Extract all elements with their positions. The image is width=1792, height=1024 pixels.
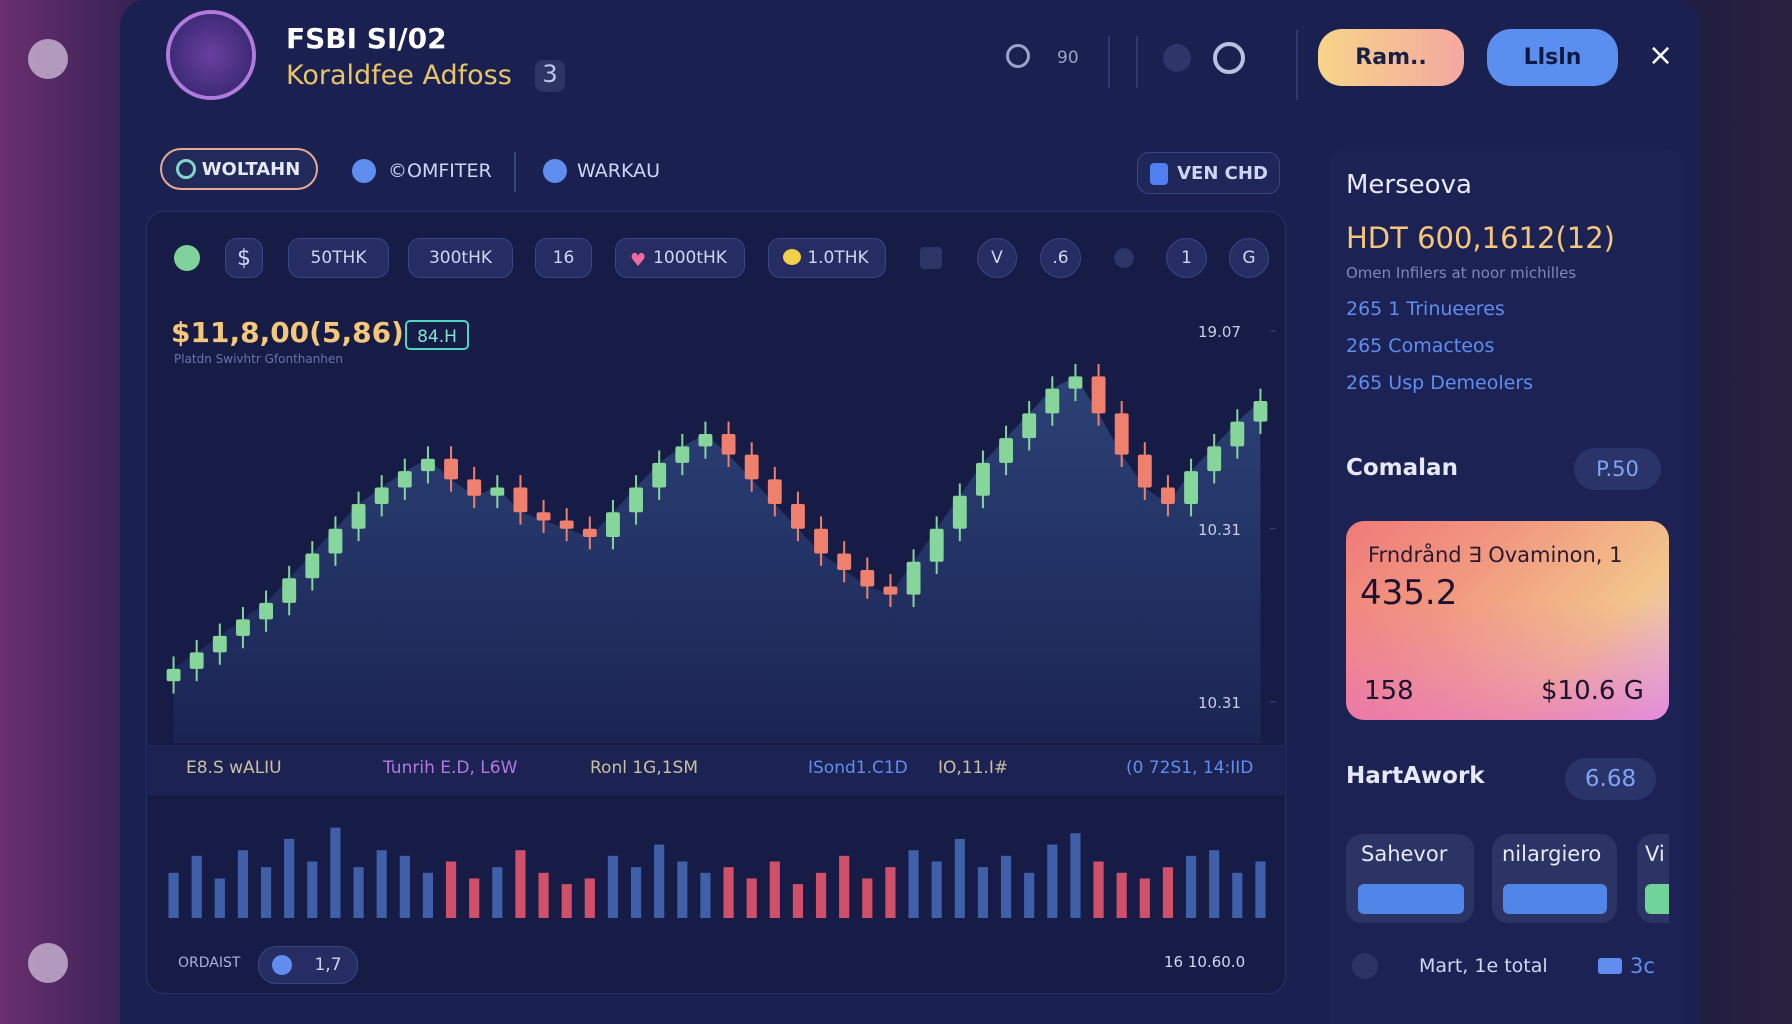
toolbar-chip[interactable]: 1.0THK [768,238,886,278]
tab-icon [543,159,567,183]
toolbar-chip[interactable]: G [1229,238,1269,278]
footer-icon [1352,953,1378,979]
divider [1108,36,1110,88]
stat: 90 [1057,48,1079,68]
divider [1296,30,1298,100]
badge: 3 [535,60,565,92]
view-button[interactable]: VEN CHD [1137,152,1280,194]
info: Tunrih E.D, L6W [383,758,518,778]
price-label: $11,8,00(5,86) [171,316,404,349]
close-button[interactable]: × [1648,38,1674,73]
toolbar-icon [174,245,200,271]
divider [1136,36,1138,88]
card-value: 435.2 [1360,573,1458,613]
title: FSBI SI/02 [286,22,447,55]
toolbar-icon [920,247,942,269]
tile-label: Vi [1645,842,1665,866]
icon[interactable] [1163,44,1191,72]
tab-icon [176,159,196,179]
footer-label: ORDAIST [178,955,241,971]
icon[interactable] [1006,44,1030,68]
info: ISond1.C1D [808,758,908,778]
tile-label: nilargiero [1502,842,1602,866]
toolbar-chip[interactable]: 16 [535,238,592,278]
icon[interactable] [1213,42,1245,74]
tab[interactable]: WOLTAHN [160,148,318,190]
tile-bar [1503,884,1607,914]
view-icon [1150,163,1168,185]
sidebar-item[interactable]: 265 Comacteos [1346,335,1495,357]
card-right: $10.6 G [1541,676,1644,706]
info: (0 72S1, 14:IID [1126,758,1254,778]
info: E8.S wALIU [186,758,282,778]
tab-icon [352,159,376,183]
tile-bar [1645,884,1669,914]
card-title: Frndrånd ∃ Ovaminon, 1 [1368,543,1623,567]
bubble-icon [783,249,801,265]
footer-icon [1598,958,1622,974]
info-row [148,745,1284,795]
header-button[interactable]: Llsln [1487,29,1618,86]
toolbar-chip[interactable]: V [977,238,1017,278]
section-title: Comalan [1346,455,1458,481]
section-badge[interactable]: 6.68 [1565,758,1656,800]
price-badge: 84.H [405,320,469,350]
bg-dot [28,943,68,983]
sidebar-note: Omen Infilers at noor michilles [1346,264,1577,282]
info: IO,11.I# [938,758,1009,778]
section-badge[interactable]: P.50 [1574,448,1661,490]
logo [170,14,252,96]
tile-label: Sahevor [1361,842,1448,866]
price-subtitle: Platdn Swivhtr Gfonthanhen [174,352,343,366]
subtitle: Koraldfee Adfoss [286,60,512,91]
toolbar-icon [1114,248,1134,268]
divider [514,152,516,192]
gradient-overlay [1346,521,1669,720]
toolbar-chip[interactable]: 1000tHK [615,238,745,278]
sidebar-item[interactable]: 265 1 Trinueeres [1346,298,1505,320]
tab[interactable]: ©OMFITER [388,160,492,182]
info: Ronl 1G,1SM [590,758,699,778]
header-button[interactable]: Ram.. [1318,29,1464,86]
card-left: 158 [1364,676,1414,706]
toolbar-chip[interactable]: 1 [1166,238,1207,278]
sidebar-footer-text: Mart, 1e total [1419,955,1548,977]
toolbar-chip[interactable]: $ [225,238,263,278]
tab[interactable]: WARKAU [577,160,660,182]
sidebar-title: Merseova [1346,170,1472,200]
footer-value: 16 10.60.0 [1164,953,1246,971]
sidebar-item[interactable]: 265 Usp Demeolers [1346,372,1534,394]
footer-icon [272,955,292,975]
section-title: HartAwork [1346,763,1485,789]
bg-dot [28,39,68,79]
tile-bar [1358,884,1464,914]
toolbar-chip[interactable]: .6 [1040,238,1081,278]
footer-chip[interactable]: 1,7 [258,946,358,984]
toolbar-chip[interactable]: 50THK [288,238,389,278]
toolbar-chip[interactable]: 300tHK [408,238,513,278]
sidebar-footer-value: 3c [1630,954,1655,978]
sidebar-value: HDT 600,1612(12) [1346,221,1615,255]
heart-icon: ♥ [630,250,647,271]
